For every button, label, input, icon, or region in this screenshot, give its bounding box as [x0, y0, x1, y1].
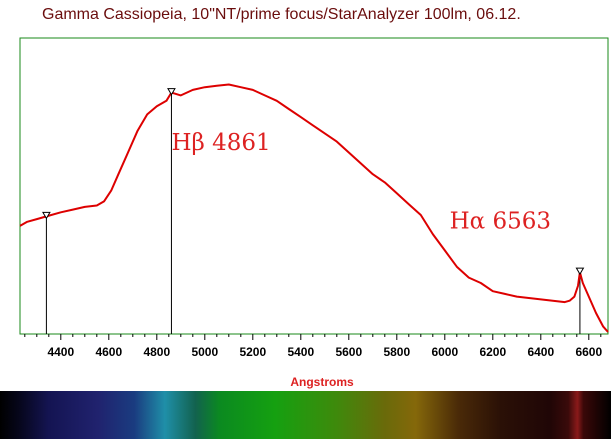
x-tick-label: 4400	[47, 345, 74, 359]
line-annotation: Hβ 4861	[171, 130, 270, 156]
x-tick-label: 6400	[527, 345, 554, 359]
x-tick-label: 5400	[287, 345, 314, 359]
x-tick-label: 6200	[479, 345, 506, 359]
x-tick-label: 5200	[239, 345, 266, 359]
x-tick-label: 5000	[191, 345, 218, 359]
chart-title: Gamma Cassiopeia, 10"NT/prime focus/Star…	[42, 6, 521, 23]
spectrum-chart: 4400 4600 4800 5000 5200 5400 5600 5800 6000 6200…	[19, 37, 609, 389]
x-tick-label: 4600	[95, 345, 122, 359]
triangle-marker	[575, 267, 585, 276]
line-annotation: Hα 6563	[450, 209, 551, 235]
x-tick-label: 5800	[383, 345, 410, 359]
triangle-marker	[42, 211, 51, 220]
spectrum-line	[19, 83, 609, 333]
x-tick-label: 6600	[575, 345, 602, 359]
x-tick-label: 6000	[431, 345, 458, 359]
color-spectrum-strip	[0, 391, 611, 439]
plot-frame	[19, 37, 609, 335]
x-tick-label: 4800	[143, 345, 170, 359]
x-axis-label: Angstroms	[290, 375, 354, 389]
x-tick-label: 5600	[335, 345, 362, 359]
triangle-marker	[167, 88, 176, 96]
